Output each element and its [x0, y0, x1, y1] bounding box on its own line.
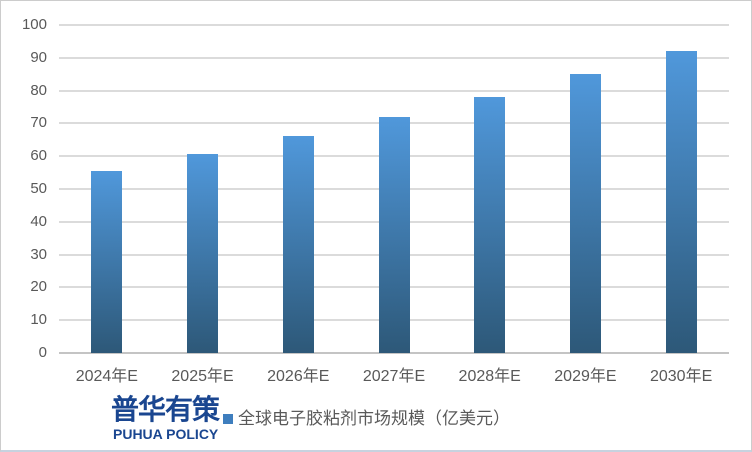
y-tick-label: 30	[30, 245, 47, 263]
y-tick-label: 80	[30, 81, 47, 99]
chart-footer: 普华有策 PUHUA POLICY 全球电子胶粘剂市场规模（亿美元）	[1, 394, 751, 450]
x-tick-label: 2028年E	[458, 368, 521, 385]
x-axis-line	[59, 352, 729, 354]
y-tick-label: 20	[30, 278, 47, 296]
y-tick-label: 60	[30, 147, 47, 165]
gridline	[59, 56, 729, 59]
y-tick-label: 0	[38, 344, 47, 361]
bar-2027年E	[378, 116, 410, 353]
puhua-logo-english: PUHUA POLICY	[113, 426, 219, 442]
y-tick-label: 70	[30, 114, 47, 132]
chart-legend: 全球电子胶粘剂市场规模（亿美元）	[223, 407, 510, 431]
legend-label: 全球电子胶粘剂市场规模（亿美元）	[238, 409, 510, 428]
gridline	[59, 24, 729, 26]
gridline	[59, 89, 729, 92]
legend-marker-icon	[223, 414, 233, 424]
y-tick-label: 90	[30, 48, 47, 66]
bar-2028年E	[474, 97, 506, 353]
puhua-logo-chinese: 普华有策	[111, 394, 220, 425]
y-tick-label: 50	[30, 180, 47, 197]
bar-2026年E	[282, 135, 314, 353]
x-tick-label: 2027年E	[362, 368, 426, 385]
x-tick-label: 2030年E	[649, 368, 713, 385]
x-tick-label: 2025年E	[171, 368, 234, 385]
bar-2024年E	[91, 170, 123, 353]
y-tick-label: 40	[30, 212, 47, 230]
x-tick-label: 2029年E	[554, 368, 617, 385]
bar-2029年E	[569, 73, 601, 353]
plot-area	[59, 24, 729, 354]
bar-2025年E	[187, 153, 219, 353]
y-tick-label: 10	[30, 311, 47, 329]
x-tick-label: 2026年E	[267, 368, 330, 385]
x-tick-label: 2024年E	[75, 368, 138, 385]
bar-2030年E	[665, 50, 697, 353]
y-tick-label: 100	[21, 16, 47, 33]
